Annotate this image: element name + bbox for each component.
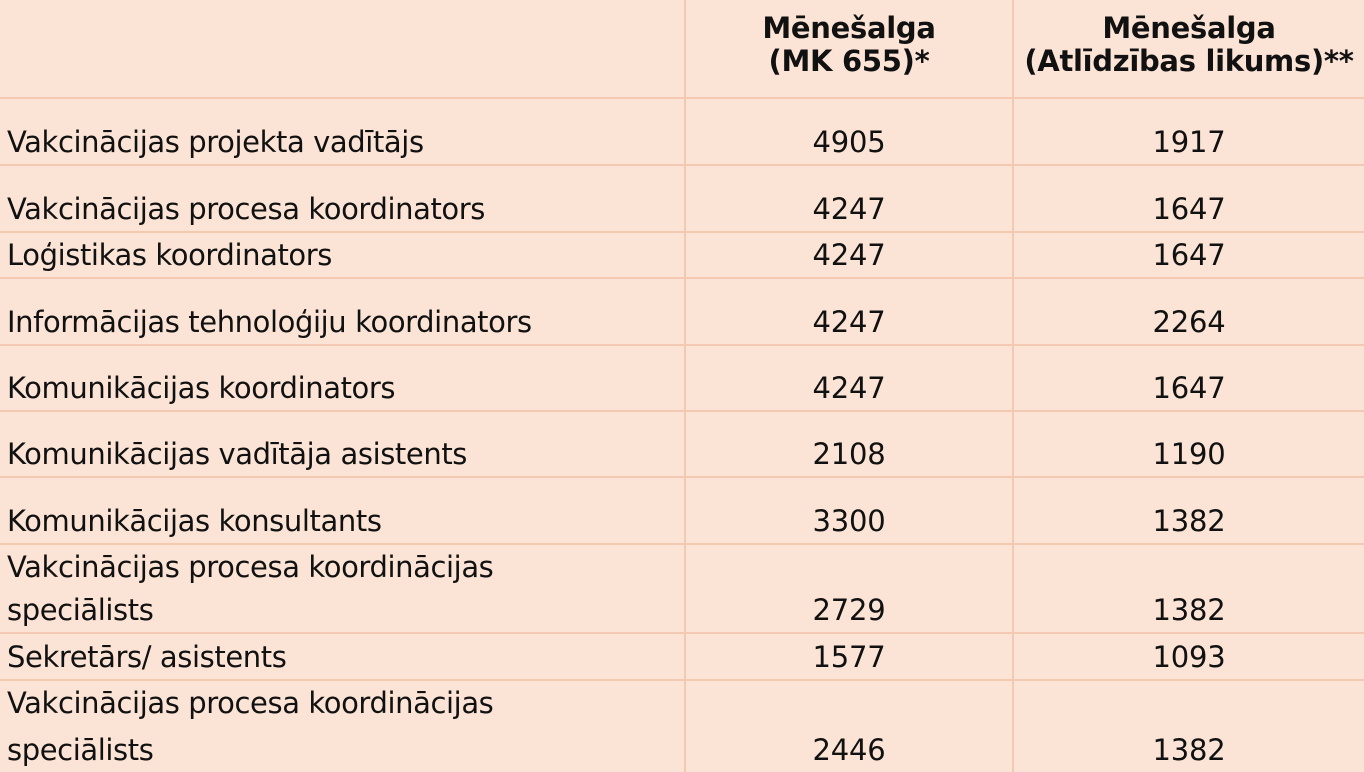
atlidzibas-value: 1647 — [1152, 238, 1226, 272]
mk655-value: 4247 — [812, 192, 886, 226]
position-label: Vakcinācijas projekta vadītājs — [7, 125, 424, 159]
atlidzibas-cell: 1647 — [1014, 233, 1364, 277]
header-mk655-line1: Mēnešalga — [762, 11, 936, 45]
atlidzibas-value: 1647 — [1152, 371, 1226, 405]
mk655-cell: 4905 — [686, 99, 1014, 164]
table-row: Komunikācijas vadītāja asistents 2108 11… — [0, 412, 1364, 478]
mk655-cell: 4247 — [686, 166, 1014, 231]
atlidzibas-value: 1382 — [1152, 504, 1226, 538]
atlidzibas-cell: 2264 — [1014, 279, 1364, 344]
position-label: Komunikācijas vadītāja asistents — [7, 437, 468, 471]
mk655-cell: 3300 — [686, 478, 1014, 543]
table-row: Informācijas tehnoloģiju koordinators 42… — [0, 279, 1364, 346]
mk655-value: 2108 — [812, 437, 886, 471]
position-label: Loģistikas koordinators — [7, 238, 332, 272]
mk655-cell: 4247 — [686, 233, 1014, 277]
mk655-cell: 4247 — [686, 346, 1014, 410]
table-row: Loģistikas koordinators 4247 1647 — [0, 233, 1364, 279]
mk655-value: 4247 — [812, 305, 886, 339]
mk655-cell: 1577 — [686, 634, 1014, 679]
atlidzibas-cell: 1917 — [1014, 99, 1364, 164]
position-label: Vakcinācijas procesa koordinators — [7, 192, 486, 226]
position-label: Informācijas tehnoloģiju koordinators — [7, 305, 532, 339]
mk655-value: 2446 — [812, 733, 886, 767]
header-mk655: Mēnešalga (MK 655)* — [686, 0, 1014, 97]
table-row: Vakcinācijas procesa koordinācijas speci… — [0, 545, 1364, 634]
atlidzibas-cell: 1647 — [1014, 166, 1364, 231]
position-label-line2: speciālists — [7, 733, 154, 767]
table-row: Vakcinācijas procesa koordinācijas speci… — [0, 681, 1364, 772]
position-label: Komunikācijas konsultants — [7, 504, 382, 538]
atlidzibas-cell: 1190 — [1014, 412, 1364, 476]
table-row: Sekretārs/ asistents 1577 1093 — [0, 634, 1364, 681]
table-row: Komunikācijas koordinators 4247 1647 — [0, 346, 1364, 412]
position-cell: Vakcinācijas projekta vadītājs — [0, 99, 686, 164]
mk655-cell: 2446 — [686, 681, 1014, 772]
position-label-line2: speciālists — [7, 593, 154, 627]
position-label-line1: Vakcinācijas procesa koordinācijas — [7, 686, 494, 720]
position-label-line1: Vakcinācijas procesa koordinācijas — [7, 550, 494, 584]
table-header-row: Mēnešalga (MK 655)* Mēnešalga (Atlīdzība… — [0, 0, 1364, 99]
atlidzibas-value: 1093 — [1152, 640, 1226, 674]
mk655-value: 3300 — [812, 504, 886, 538]
mk655-cell: 2108 — [686, 412, 1014, 476]
header-atlidzibas-line2: (Atlīdzības likums)** — [1024, 44, 1354, 78]
position-label: Komunikācijas koordinators — [7, 371, 396, 405]
atlidzibas-cell: 1647 — [1014, 346, 1364, 410]
header-empty-cell — [0, 0, 686, 97]
mk655-value: 1577 — [812, 640, 886, 674]
position-cell: Komunikācijas konsultants — [0, 478, 686, 543]
atlidzibas-value: 2264 — [1152, 305, 1226, 339]
atlidzibas-value: 1647 — [1152, 192, 1226, 226]
atlidzibas-cell: 1382 — [1014, 545, 1364, 632]
mk655-value: 2729 — [812, 593, 886, 627]
atlidzibas-value: 1190 — [1152, 437, 1226, 471]
position-cell: Sekretārs/ asistents — [0, 634, 686, 679]
mk655-cell: 4247 — [686, 279, 1014, 344]
atlidzibas-cell: 1382 — [1014, 681, 1364, 772]
position-cell: Vakcinācijas procesa koordinācijas speci… — [0, 681, 686, 772]
atlidzibas-value: 1917 — [1152, 125, 1226, 159]
atlidzibas-cell: 1382 — [1014, 478, 1364, 543]
table-row: Komunikācijas konsultants 3300 1382 — [0, 478, 1364, 545]
position-cell: Komunikācijas koordinators — [0, 346, 686, 410]
atlidzibas-cell: 1093 — [1014, 634, 1364, 679]
mk655-value: 4247 — [812, 238, 886, 272]
mk655-value: 4905 — [812, 125, 886, 159]
atlidzibas-value: 1382 — [1152, 593, 1226, 627]
position-cell: Vakcinācijas procesa koordinācijas speci… — [0, 545, 686, 632]
header-atlidzibas: Mēnešalga (Atlīdzības likums)** — [1014, 0, 1364, 97]
header-mk655-line2: (MK 655)* — [768, 44, 930, 78]
table-row: Vakcinācijas procesa koordinators 4247 1… — [0, 166, 1364, 233]
table-row: Vakcinācijas projekta vadītājs 4905 1917 — [0, 99, 1364, 166]
header-atlidzibas-line1: Mēnešalga — [1102, 11, 1276, 45]
mk655-value: 4247 — [812, 371, 886, 405]
mk655-cell: 2729 — [686, 545, 1014, 632]
position-label: Sekretārs/ asistents — [7, 640, 287, 674]
atlidzibas-value: 1382 — [1152, 733, 1226, 767]
position-cell: Vakcinācijas procesa koordinators — [0, 166, 686, 231]
position-cell: Loģistikas koordinators — [0, 233, 686, 277]
position-cell: Informācijas tehnoloģiju koordinators — [0, 279, 686, 344]
position-cell: Komunikācijas vadītāja asistents — [0, 412, 686, 476]
